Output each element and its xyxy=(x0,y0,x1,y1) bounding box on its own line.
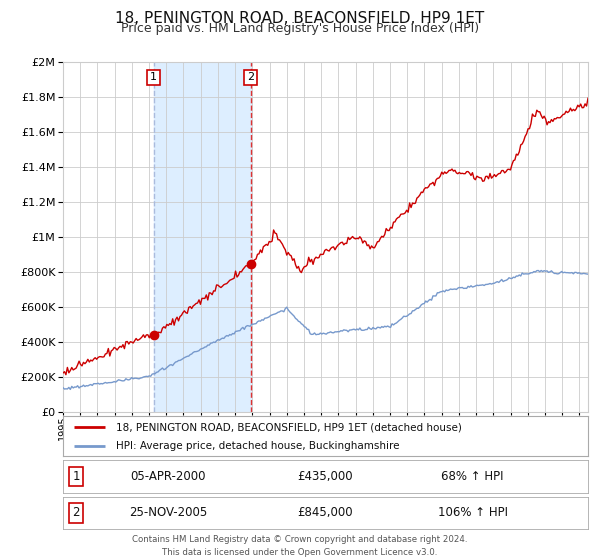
Text: 25-NOV-2005: 25-NOV-2005 xyxy=(129,506,207,520)
Text: 2: 2 xyxy=(73,506,80,520)
Text: 18, PENINGTON ROAD, BEACONSFIELD, HP9 1ET (detached house): 18, PENINGTON ROAD, BEACONSFIELD, HP9 1E… xyxy=(115,422,461,432)
Text: 68% ↑ HPI: 68% ↑ HPI xyxy=(441,470,504,483)
Text: 18, PENINGTON ROAD, BEACONSFIELD, HP9 1ET: 18, PENINGTON ROAD, BEACONSFIELD, HP9 1E… xyxy=(115,11,485,26)
Text: £435,000: £435,000 xyxy=(298,470,353,483)
Text: Price paid vs. HM Land Registry's House Price Index (HPI): Price paid vs. HM Land Registry's House … xyxy=(121,22,479,35)
Text: Contains HM Land Registry data © Crown copyright and database right 2024.
This d: Contains HM Land Registry data © Crown c… xyxy=(132,535,468,557)
Text: HPI: Average price, detached house, Buckinghamshire: HPI: Average price, detached house, Buck… xyxy=(115,441,399,451)
Text: 05-APR-2000: 05-APR-2000 xyxy=(130,470,206,483)
Text: 106% ↑ HPI: 106% ↑ HPI xyxy=(437,506,508,520)
Bar xyxy=(154,62,251,412)
Text: 2: 2 xyxy=(247,72,254,82)
Text: £845,000: £845,000 xyxy=(298,506,353,520)
Text: 1: 1 xyxy=(150,72,157,82)
Text: 1: 1 xyxy=(73,470,80,483)
